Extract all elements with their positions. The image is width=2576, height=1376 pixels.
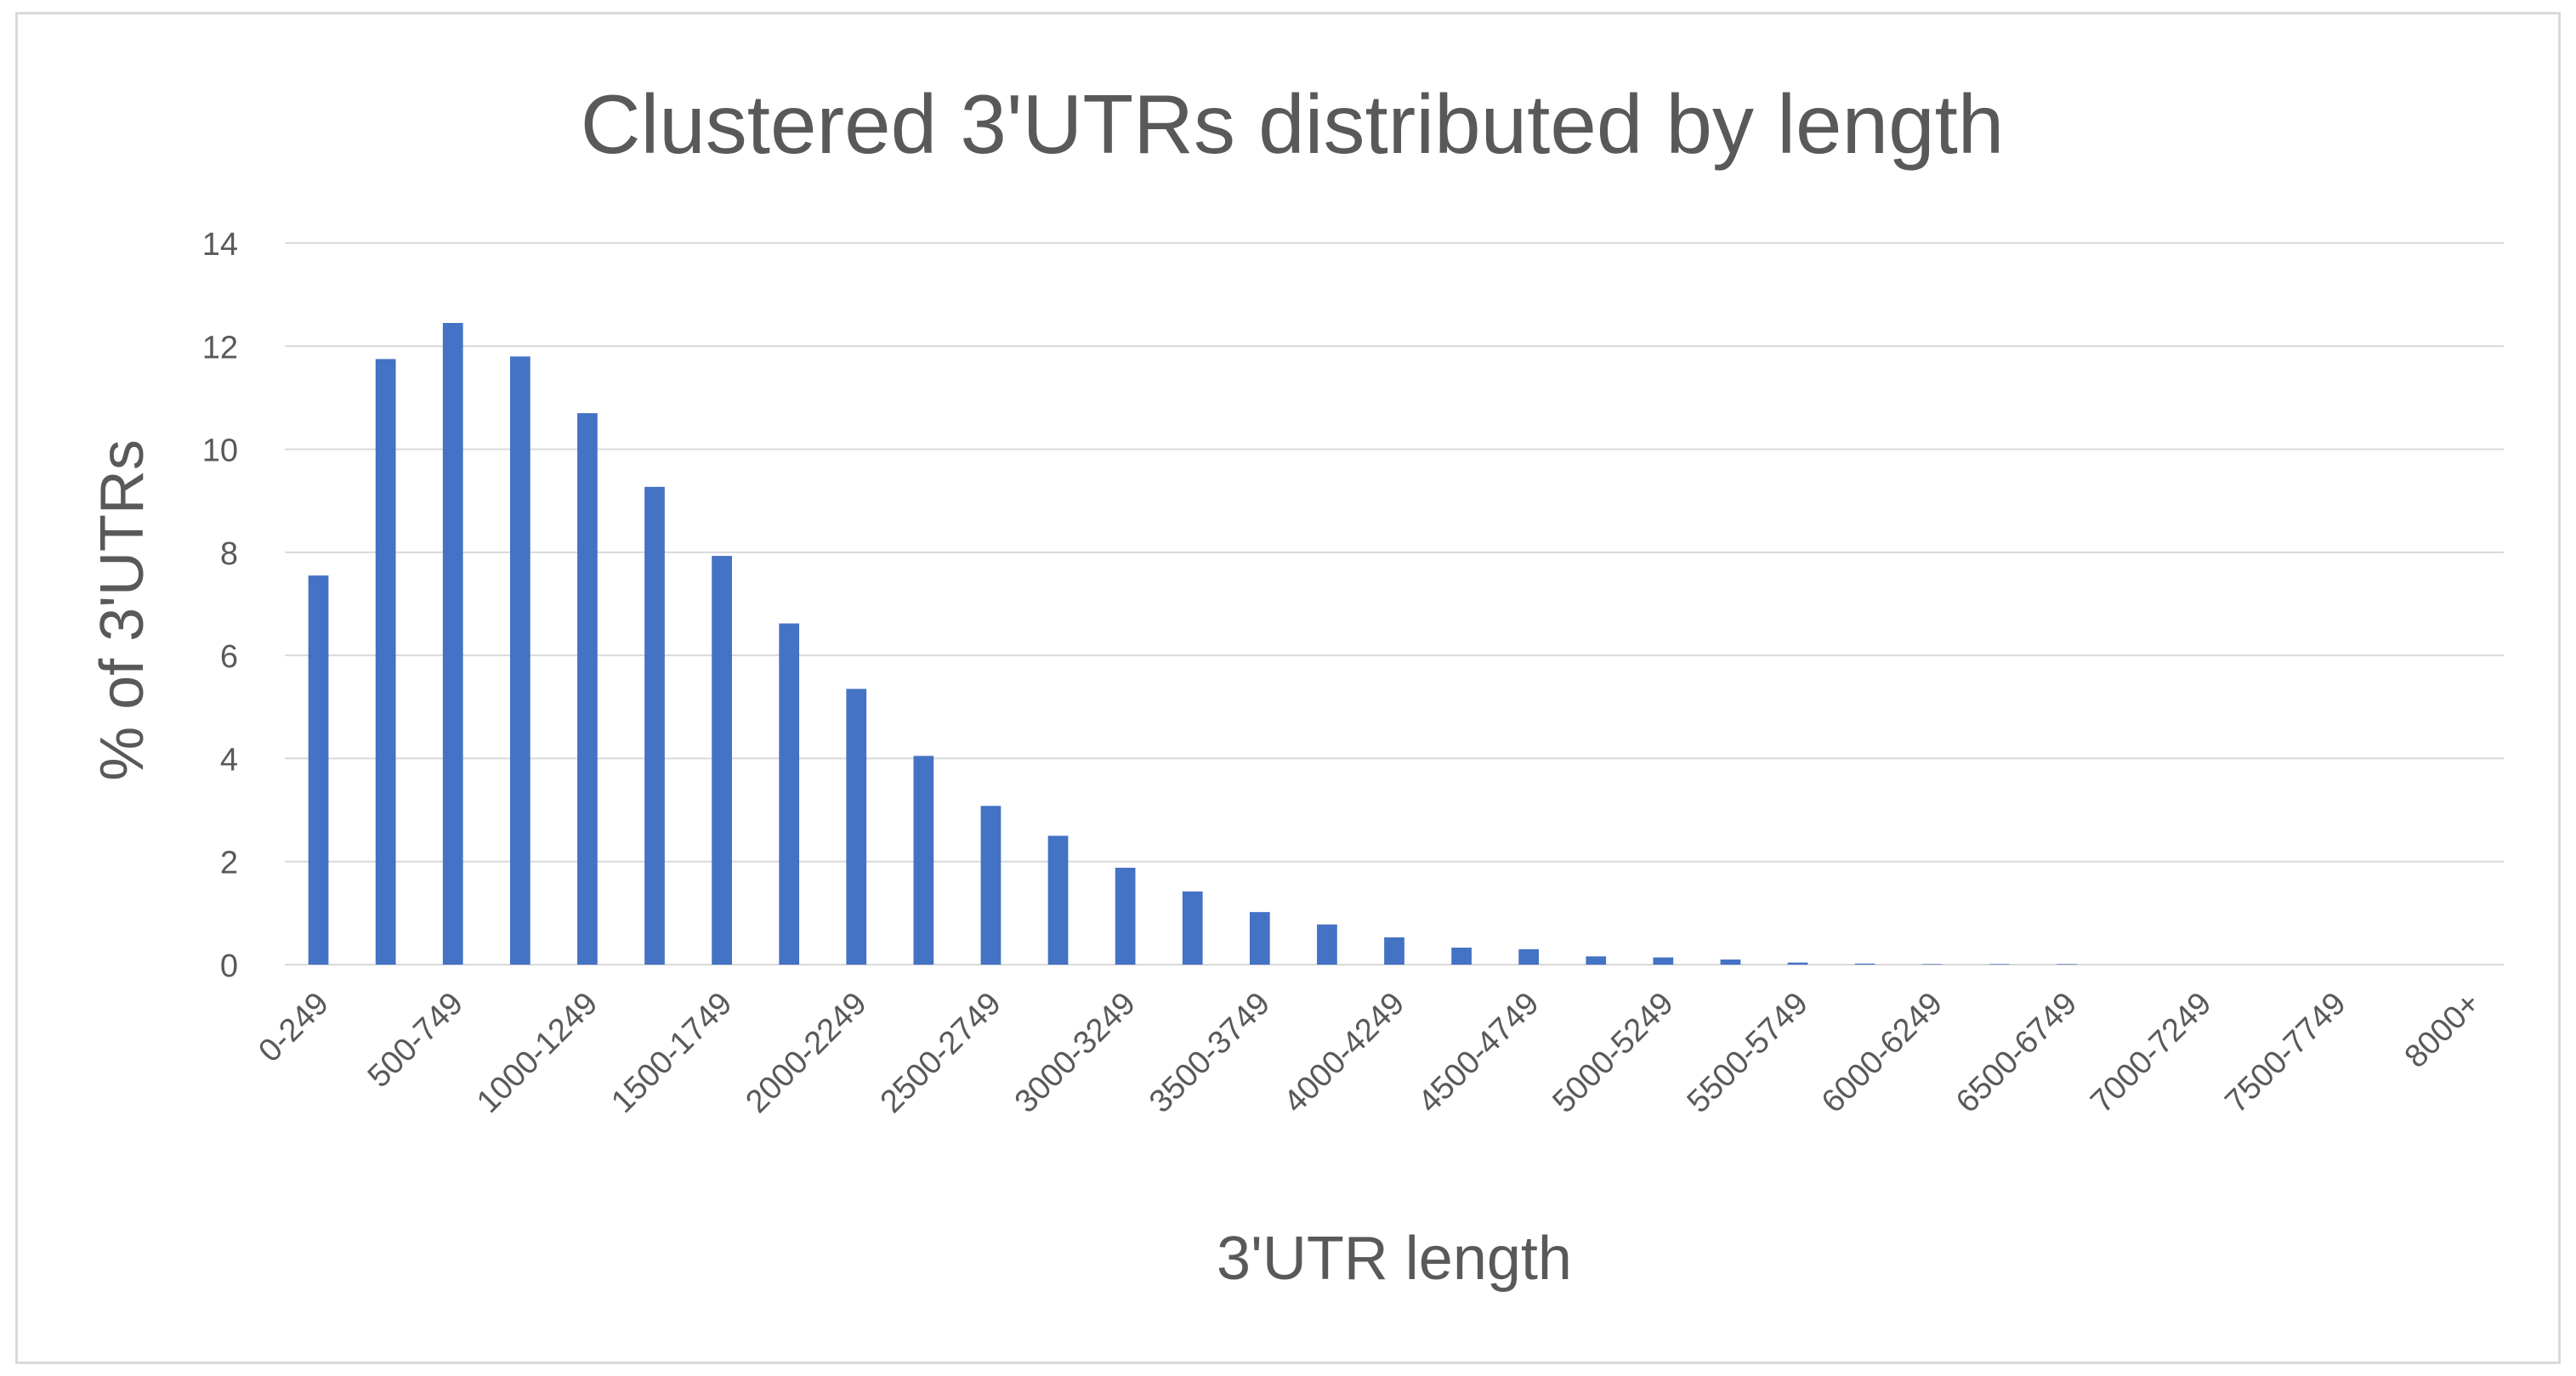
x-tick-label: 2500-2749 xyxy=(874,986,1008,1120)
x-tick-label: 7500-7749 xyxy=(2218,986,2352,1120)
x-tick-label: 4500-4749 xyxy=(1411,986,1546,1120)
bar-3750-3999 xyxy=(1317,924,1337,965)
bars xyxy=(308,322,2077,965)
x-tick-label: 0-249 xyxy=(252,986,335,1069)
x-tick-label: 3500-3749 xyxy=(1143,986,1277,1120)
bar-5750-5999 xyxy=(1854,963,1875,965)
bar-2250-2499 xyxy=(913,756,934,965)
chart-title: Clustered 3'UTRs distributed by length xyxy=(581,77,2005,171)
x-tick-label: 6500-6749 xyxy=(1949,986,2084,1120)
bar-5500-5749 xyxy=(1787,962,1808,965)
y-axis-label: % of 3'UTRs xyxy=(88,439,156,781)
bar-6250-6499 xyxy=(1989,964,2010,965)
x-tick-label: 5500-5749 xyxy=(1681,986,1815,1120)
x-tick-label: 8000+ xyxy=(2398,986,2488,1075)
chart-frame xyxy=(15,12,2561,1364)
bar-2000-2249 xyxy=(846,688,867,965)
bar-4750-4999 xyxy=(1586,956,1607,965)
bar-3500-3749 xyxy=(1249,912,1270,965)
x-tick-label: 6000-6249 xyxy=(1815,986,1949,1120)
bar-4500-4749 xyxy=(1518,948,1540,965)
x-tick-label: 2000-2249 xyxy=(739,986,873,1120)
bar-1500-1749 xyxy=(712,556,732,965)
bar-6500-6749 xyxy=(2057,964,2077,965)
bar-250-499 xyxy=(375,359,396,965)
y-tick-label: 2 xyxy=(220,846,238,881)
bar-2500-2749 xyxy=(980,806,1001,965)
bar-750-999 xyxy=(509,356,531,965)
bar-6000-6249 xyxy=(1921,964,1943,965)
x-tick-label: 500-749 xyxy=(361,986,470,1095)
y-tick-label: 10 xyxy=(202,433,238,469)
x-tick-label: 3000-3249 xyxy=(1008,986,1143,1120)
x-axis-label: 3'UTR length xyxy=(1217,1225,1572,1293)
y-tick-label: 4 xyxy=(220,742,238,778)
x-tick-label: 4000-4249 xyxy=(1277,986,1411,1120)
bar-0-249 xyxy=(308,575,329,965)
bar-3250-3499 xyxy=(1182,891,1203,965)
bar-4250-4499 xyxy=(1451,947,1472,965)
x-tick-label: 1000-1249 xyxy=(470,986,604,1120)
x-tick-label: 7000-7249 xyxy=(2084,986,2218,1120)
y-tick-label: 6 xyxy=(220,639,238,675)
bar-500-749 xyxy=(442,322,463,965)
bar-1750-1999 xyxy=(779,623,800,965)
y-tick-label: 14 xyxy=(202,227,238,263)
bar-5000-5249 xyxy=(1653,957,1674,965)
x-tick-labels: 0-249 500-749 1000-1249 1500-1749 2000-2249 2… xyxy=(252,986,2487,1120)
y-tick-label: 12 xyxy=(202,330,238,365)
bar-1250-1499 xyxy=(644,486,665,965)
bar-1000-1249 xyxy=(577,413,598,965)
gridlines xyxy=(285,242,2504,965)
bar-5250-5499 xyxy=(1720,959,1741,965)
x-tick-label: 1500-1749 xyxy=(604,986,739,1120)
bar-4000-4249 xyxy=(1384,937,1404,965)
bar-2750-2999 xyxy=(1047,835,1069,965)
y-tick-labels: 0 2 4 6 8 10 12 14 xyxy=(202,227,238,984)
y-tick-label: 0 xyxy=(220,948,238,984)
bar-3000-3249 xyxy=(1115,867,1136,965)
y-tick-label: 8 xyxy=(220,536,238,572)
x-tick-label: 5000-5249 xyxy=(1546,986,1681,1120)
